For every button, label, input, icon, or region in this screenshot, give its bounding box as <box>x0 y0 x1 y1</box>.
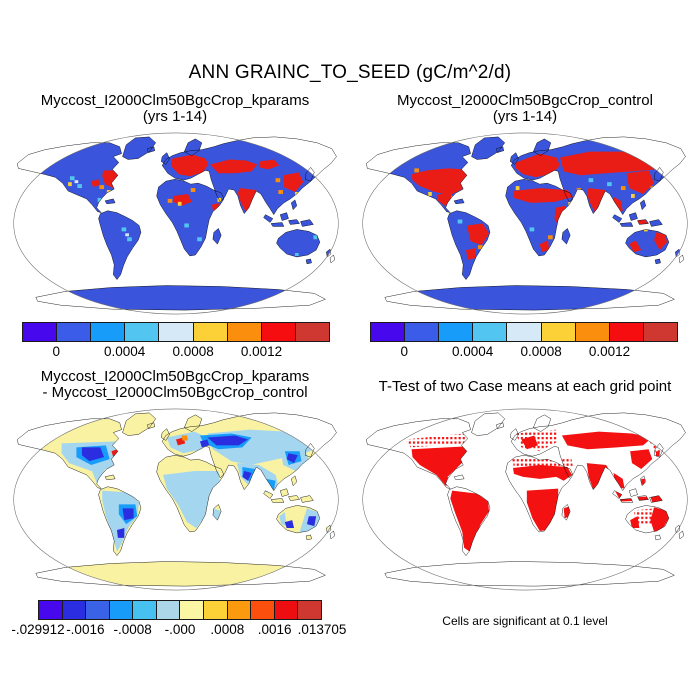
colorbar-segment <box>642 322 678 342</box>
map-difference <box>13 408 339 591</box>
panel-title-line: Myccost_I2000Clm50BgcCrop_kparams <box>40 92 310 109</box>
colorbar-label: -.029912 <box>11 622 65 637</box>
panel-title-line: Myccost_I2000Clm50BgcCrop_control <box>397 92 653 109</box>
colorbar-segment <box>370 322 406 342</box>
colorbar-segment <box>404 322 440 342</box>
colorbar-segment <box>132 600 157 620</box>
colorbar-segment <box>297 600 322 620</box>
panel-title-ttest: T-Test of two Case means at each grid po… <box>358 379 692 395</box>
colorbar-segment <box>85 600 110 620</box>
pale-specks <box>74 180 129 237</box>
colorbar-segment <box>61 600 87 620</box>
colorbar-labels: 0 0.0004 0.0008 0.0012 <box>370 344 678 362</box>
colorbar-segment <box>294 322 330 342</box>
map-kparams <box>13 132 339 315</box>
colorbar-segment <box>179 600 205 620</box>
colorbar-segment <box>203 600 228 620</box>
colorbar-segment <box>574 322 610 342</box>
colorbar-segment <box>226 600 252 620</box>
colorbar-label: .0008 <box>210 622 245 637</box>
panel-title-difference: Myccost_I2000Clm50BgcCrop_kparams - Mycc… <box>8 369 342 401</box>
colorbar-segments <box>38 600 322 620</box>
colorbar-difference: -.029912 -.0016 -.0008 -.000 .0008 .0016 .0137… <box>11 600 346 640</box>
colorbar-segment <box>540 322 576 342</box>
colorbar-label: -.0008 <box>113 622 152 637</box>
colorbar-label: .0016 <box>257 622 292 637</box>
figure-title: ANN GRAINC_TO_SEED (gC/m^2/d) <box>188 62 512 83</box>
panel-title-line: T-Test of two Case means at each grid po… <box>378 378 672 395</box>
colorbar-label: 0 <box>52 344 60 359</box>
colorbar-segments <box>22 322 330 342</box>
ttest-caption: Cells are significant at 0.1 level <box>442 614 608 628</box>
colorbar-segment <box>250 600 275 620</box>
colorbar-label: 0.0012 <box>588 344 631 359</box>
map-ttest <box>362 408 688 591</box>
colorbar-segment <box>108 600 134 620</box>
panel-title-kparams: Myccost_I2000Clm50BgcCrop_kparams (yrs 1… <box>8 93 342 125</box>
colorbar-label: -.0016 <box>66 622 105 637</box>
colorbar-segment <box>90 322 126 342</box>
colorbar-segment <box>192 322 228 342</box>
colorbar-segments <box>370 322 678 342</box>
map-difference-land <box>17 412 337 587</box>
colorbar-label: 0.0004 <box>104 344 146 359</box>
colorbar-segment <box>438 322 474 342</box>
colorbar-label: 0 <box>400 344 408 359</box>
map-kparams-land <box>17 136 337 311</box>
colorbar-segment <box>226 322 262 342</box>
colorbar-segment <box>260 322 296 342</box>
colorbar-labels: -.029912 -.0016 -.0008 -.000 .0008 .0016 .0137… <box>11 622 346 640</box>
colorbar-segment <box>22 322 58 342</box>
colorbar-segment <box>472 322 508 342</box>
map-kparams-overlays <box>68 154 318 256</box>
colorbar-segment <box>124 322 160 342</box>
panel-subtitle-line: (yrs 1-14) <box>492 108 558 125</box>
colorbar-kparams: 0 0.0004 0.0008 0.0012 <box>22 322 330 362</box>
map-difference-overlays <box>61 429 324 552</box>
colorbar-segment <box>608 322 644 342</box>
colorbar-segment <box>56 322 92 342</box>
colorbar-segment <box>158 322 194 342</box>
panel-subtitle-line: - Myccost_I2000Clm50BgcCrop_control <box>42 384 308 401</box>
colorbar-label: -.000 <box>164 622 196 637</box>
panel-title-control: Myccost_I2000Clm50BgcCrop_control (yrs 1… <box>358 93 692 125</box>
colorbar-segment <box>38 600 63 620</box>
map-control <box>362 132 688 315</box>
colorbar-label: 0.0012 <box>240 344 283 359</box>
colorbar-segment <box>506 322 542 342</box>
colorbar-label: 0.0008 <box>520 344 562 359</box>
colorbar-control: 0 0.0004 0.0008 0.0012 <box>370 322 678 362</box>
colorbar-labels: 0 0.0004 0.0008 0.0012 <box>22 344 330 362</box>
colorbar-label: 0.0008 <box>172 344 214 359</box>
panel-subtitle-line: (yrs 1-14) <box>142 108 208 125</box>
colorbar-label: 0.0004 <box>452 344 494 359</box>
colorbar-segment <box>155 600 181 620</box>
panel-title-line: Myccost_I2000Clm50BgcCrop_kparams <box>40 368 310 385</box>
colorbar-segment <box>273 600 299 620</box>
colorbar-label: .013705 <box>297 622 347 637</box>
